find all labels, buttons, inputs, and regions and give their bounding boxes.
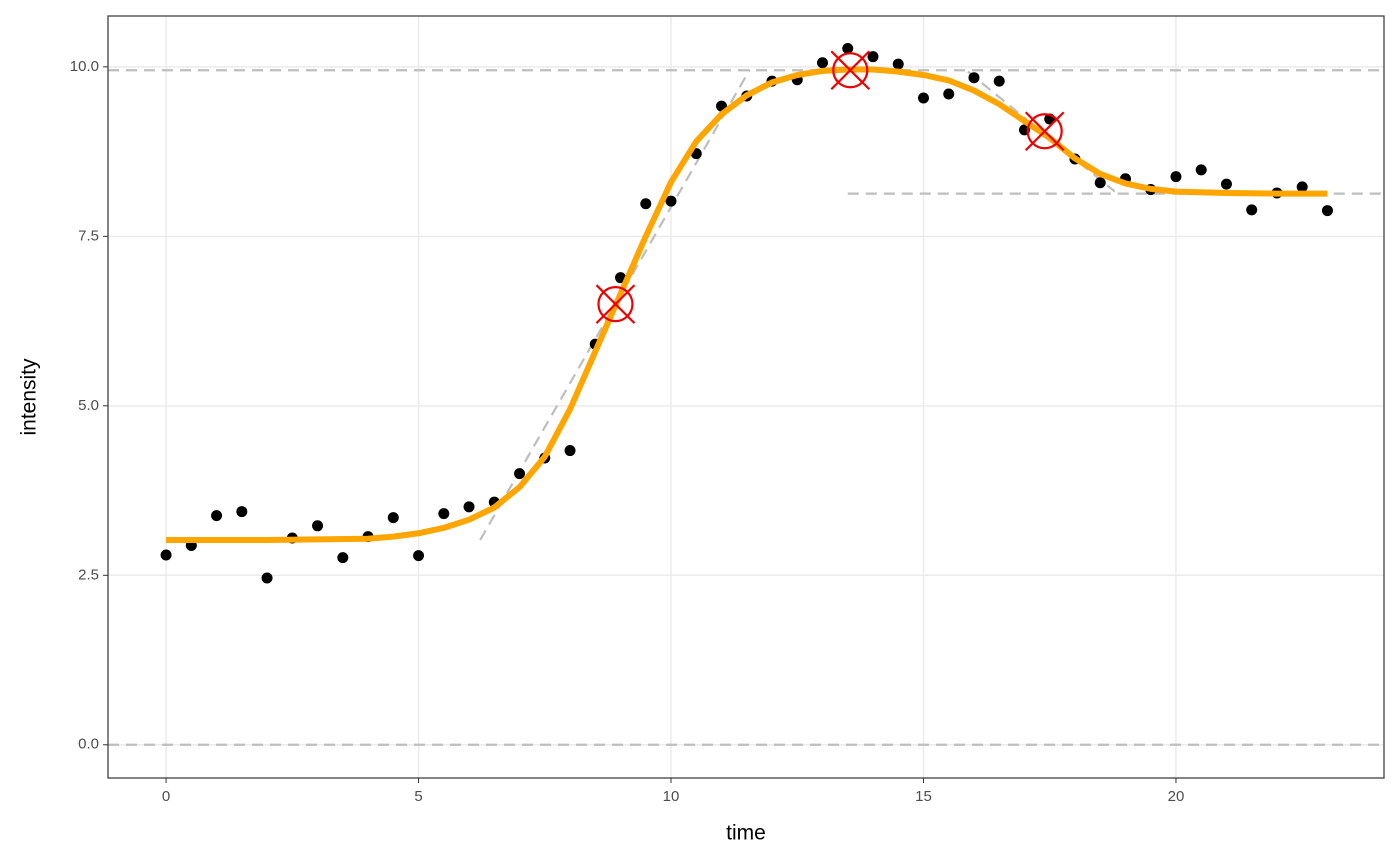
- data-point: [438, 508, 450, 520]
- x-tick-label: 0: [162, 788, 170, 805]
- y-tick-label: 10.0: [70, 58, 99, 75]
- data-point: [1195, 164, 1207, 176]
- x-axis-title: time: [726, 822, 766, 845]
- data-point: [1296, 181, 1308, 193]
- data-point: [236, 506, 248, 518]
- data-point: [337, 552, 349, 564]
- data-point: [387, 512, 399, 524]
- data-point: [413, 550, 425, 562]
- data-point: [1094, 177, 1106, 189]
- x-tick-label: 15: [915, 788, 932, 805]
- data-point: [943, 88, 955, 100]
- data-point: [1321, 205, 1333, 217]
- y-axis-title: intensity: [18, 358, 41, 436]
- marker-cross: [1024, 111, 1065, 152]
- data-point: [892, 58, 904, 70]
- data-point: [816, 57, 828, 69]
- data-point: [867, 51, 879, 63]
- marker-circle: [1026, 113, 1063, 150]
- fit-curve: [166, 66, 1328, 544]
- data-point: [1246, 204, 1258, 216]
- y-tick-label: 5.0: [78, 397, 99, 414]
- data-point: [1170, 171, 1182, 183]
- marker-circle: [832, 52, 869, 89]
- data-point: [842, 43, 854, 55]
- data-point: [1220, 178, 1232, 190]
- y-tick-label: 0.0: [78, 736, 99, 753]
- data-point: [993, 75, 1005, 87]
- x-tick-label: 10: [663, 788, 680, 805]
- marker-cross: [830, 50, 871, 91]
- data-point: [665, 195, 677, 207]
- data-point: [968, 72, 980, 84]
- x-tick-label: 5: [414, 788, 422, 805]
- data-point: [564, 445, 576, 457]
- data-point: [160, 549, 172, 561]
- data-point: [640, 198, 652, 210]
- plot-border: [107, 15, 1385, 779]
- data-point: [917, 92, 929, 104]
- marker-circle: [597, 286, 634, 323]
- y-tick-label: 7.5: [78, 227, 99, 244]
- plot-background: [108, 16, 1384, 778]
- data-point: [463, 501, 475, 513]
- data-point: [211, 510, 223, 522]
- y-tick-label: 2.5: [78, 566, 99, 583]
- data-point: [312, 520, 324, 532]
- marker-cross: [595, 284, 636, 324]
- data-point: [514, 468, 526, 480]
- data-point: [261, 572, 273, 584]
- x-tick-label: 20: [1168, 788, 1185, 805]
